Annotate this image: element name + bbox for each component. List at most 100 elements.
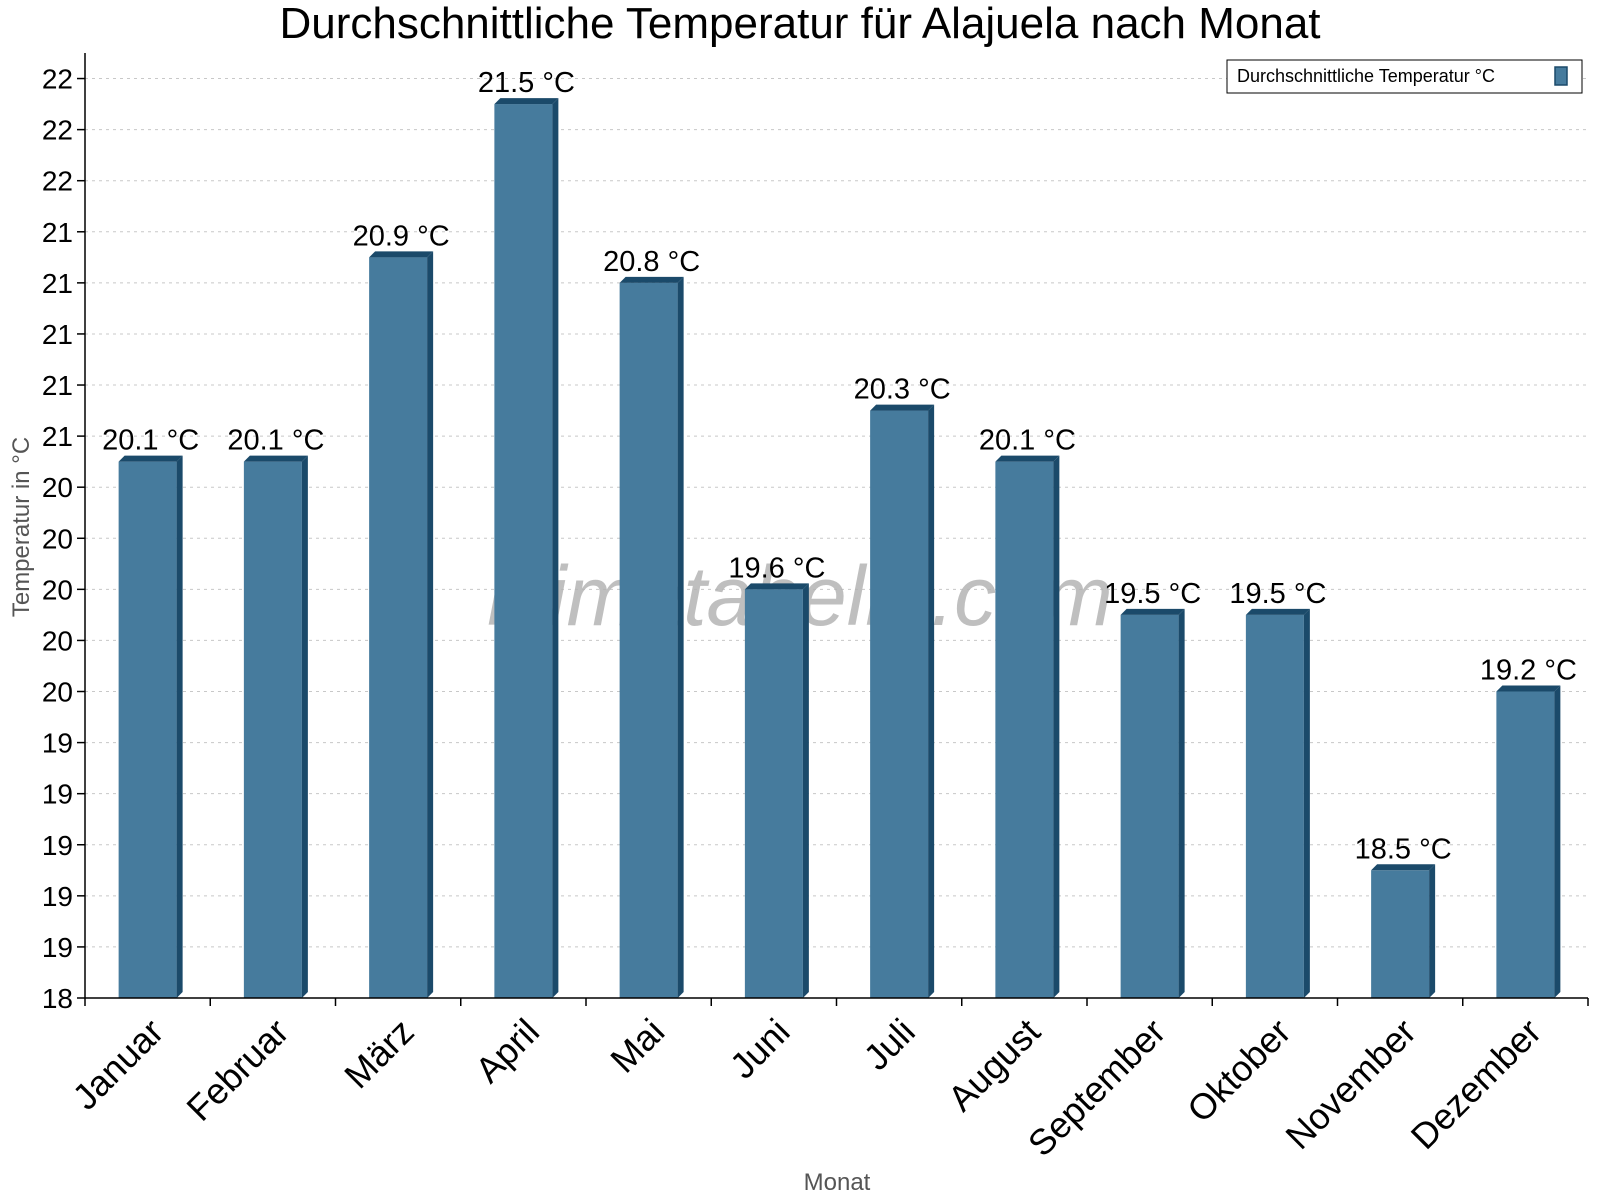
data-label: 20.1 °C [979, 425, 1076, 457]
bar-side-face [1303, 608, 1310, 998]
y-tick-label: 19 [42, 728, 73, 759]
bar-top-face [494, 98, 559, 105]
chart-title: Durchschnittliche Temperatur für Alajuel… [279, 0, 1320, 48]
y-tick-label: 19 [42, 830, 73, 861]
x-tick-label: Januar [64, 1011, 171, 1118]
x-tick-label: Oktober [1179, 1011, 1299, 1131]
bar-group-6: 20.3 °C [854, 374, 951, 998]
y-axis-label: Temperatur in °C [8, 437, 35, 617]
bar [1496, 691, 1555, 998]
bar [995, 461, 1054, 998]
x-axis-label: Monat [804, 1169, 871, 1196]
bar-group-2: 20.9 °C [353, 220, 450, 998]
data-label: 19.6 °C [728, 552, 825, 584]
bar [870, 410, 929, 998]
bar-group-8: 19.5 °C [1104, 578, 1201, 998]
bar-top-face [1371, 864, 1436, 871]
bar-top-face [744, 583, 809, 590]
bar-side-face [427, 251, 434, 998]
bar-side-face [802, 583, 809, 998]
bar-group-9: 19.5 °C [1229, 578, 1326, 998]
x-tick-label: Dezember [1403, 1011, 1549, 1157]
bar [1371, 870, 1430, 998]
bar-group-1: 20.1 °C [227, 425, 324, 998]
data-label: 18.5 °C [1355, 833, 1452, 865]
bar [1120, 614, 1179, 998]
bar-top-face [1120, 608, 1185, 615]
legend: Durchschnittliche Temperatur °C [1226, 59, 1583, 94]
data-label: 20.1 °C [227, 425, 324, 457]
y-tick-label: 20 [42, 625, 73, 656]
x-tick-label: August [940, 1011, 1048, 1119]
y-tick-label: 20 [42, 677, 73, 708]
bar-side-face [1053, 455, 1060, 998]
y-tick-label: 21 [42, 217, 73, 248]
bar-group-10: 18.5 °C [1355, 833, 1452, 998]
data-label: 19.2 °C [1480, 655, 1577, 687]
bar-top-face [243, 455, 308, 462]
y-tick-label: 19 [42, 932, 73, 963]
bar-group-11: 19.2 °C [1480, 655, 1577, 998]
bars: 20.1 °C 20.1 °C 20.9 °C 21.5 °C 20.8 °C 19.6 … [102, 67, 1577, 999]
bar-group-7: 20.1 °C [979, 425, 1076, 998]
y-tick-label: 19 [42, 881, 73, 912]
bar-side-face [677, 276, 684, 998]
y-tick-label: 20 [42, 472, 73, 503]
x-tick-label: Mai [602, 1011, 672, 1081]
bar-top-face [995, 455, 1060, 462]
bar [744, 589, 803, 998]
y-tick-label: 18 [42, 983, 73, 1014]
grid-lines [85, 78, 1588, 948]
y-tick-label: 22 [42, 64, 73, 95]
bar-group-4: 20.8 °C [603, 246, 700, 998]
bar [494, 104, 553, 999]
bar-top-face [619, 276, 684, 283]
bar-side-face [1554, 685, 1561, 998]
bar-side-face [552, 98, 559, 999]
data-label: 20.1 °C [102, 425, 199, 457]
bar [1245, 614, 1304, 998]
x-tick-label: März [336, 1011, 422, 1097]
y-axis-ticks: 18 19 19 19 19 19 20 20 20 20 20 21 21 21 21 21 22 22 22 [42, 64, 85, 1014]
bar-side-face [1429, 864, 1436, 998]
data-label: 19.5 °C [1229, 578, 1326, 610]
bar-side-face [176, 455, 183, 998]
data-label: 20.9 °C [353, 220, 450, 252]
y-tick-label: 19 [42, 779, 73, 810]
bar-group-3: 21.5 °C [478, 67, 575, 999]
y-tick-label: 21 [42, 370, 73, 401]
bar [243, 461, 302, 998]
data-label: 19.5 °C [1104, 578, 1201, 610]
bar [369, 257, 428, 998]
bar-top-face [1245, 608, 1310, 615]
bar-top-face [870, 404, 935, 411]
y-tick-label: 21 [42, 319, 73, 350]
x-tick-label: November [1277, 1011, 1423, 1157]
y-tick-label: 22 [42, 115, 73, 146]
bar-side-face [1178, 608, 1185, 998]
bar-top-face [1496, 685, 1561, 692]
bar-group-5: 19.6 °C [728, 552, 825, 998]
legend-box [1226, 59, 1583, 94]
y-tick-label: 22 [42, 166, 73, 197]
bar-side-face [301, 455, 308, 998]
x-tick-label: September [1020, 1011, 1174, 1165]
x-axis-ticks: Januar Februar März April Mai Juni Juli AugustS… [64, 998, 1589, 1165]
y-tick-label: 20 [42, 523, 73, 554]
bar [619, 282, 678, 998]
data-label: 20.8 °C [603, 246, 700, 278]
bar-side-face [928, 404, 935, 998]
x-tick-label: Februar [178, 1011, 296, 1129]
legend-swatch [1554, 66, 1568, 86]
y-tick-label: 21 [42, 421, 73, 452]
data-label: 20.3 °C [854, 374, 951, 406]
data-label: 21.5 °C [478, 67, 575, 99]
y-tick-label: 20 [42, 574, 73, 605]
bar [118, 461, 177, 998]
x-tick-label: Juli [856, 1011, 923, 1078]
x-tick-label: April [467, 1011, 547, 1091]
y-tick-label: 21 [42, 268, 73, 299]
bar-top-face [118, 455, 183, 462]
x-tick-label: Juni [722, 1011, 798, 1087]
